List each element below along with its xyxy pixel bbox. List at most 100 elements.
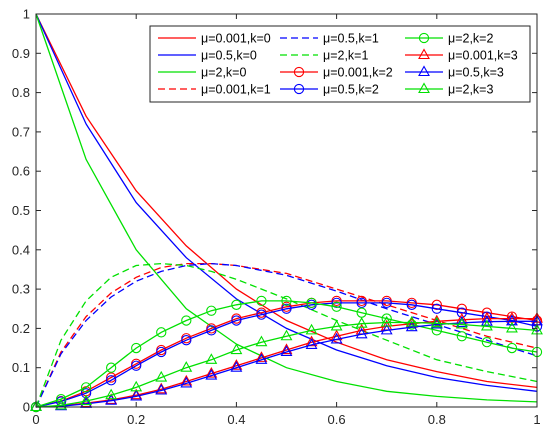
legend-item: μ=0.5,k=0 (158, 49, 257, 63)
data-point-triangle (255, 353, 268, 364)
series-line (35, 13, 538, 392)
data-point-circle (206, 325, 217, 336)
y-tick-label: 0.3 (12, 282, 30, 297)
data-point-triangle (130, 388, 143, 400)
data-point-triangle (480, 319, 493, 331)
x-tick-label: 0.8 (428, 412, 446, 427)
data-point-triangle (105, 388, 118, 400)
legend-label: μ=2,k=2 (448, 32, 493, 46)
data-point-circle (356, 297, 367, 309)
y-tick-label: 0.7 (12, 124, 30, 139)
data-point-triangle (506, 321, 518, 333)
data-point-circle (456, 331, 467, 342)
data-point-triangle (155, 370, 168, 382)
legend-label: μ=0.5,k=2 (323, 83, 379, 97)
y-tick-label: 0.6 (12, 164, 30, 179)
data-point-triangle (155, 382, 168, 394)
y-tick-label: 0.8 (12, 85, 30, 100)
legend-item: μ=0.001,k=0 (158, 32, 271, 46)
data-point-triangle (230, 359, 243, 370)
data-point-triangle (480, 315, 493, 326)
data-point-circle (156, 327, 167, 338)
y-tick-label: 0 (23, 400, 30, 415)
data-point-triangle (155, 383, 168, 395)
y-tick-label: 0.4 (12, 242, 30, 257)
series-line (35, 300, 538, 408)
data-point-circle (281, 303, 292, 314)
legend-swatch-circle (418, 32, 430, 44)
data-point-triangle (305, 338, 318, 349)
data-point-circle (231, 299, 242, 310)
series-line (35, 320, 537, 408)
legend-label: μ=0.5,k=0 (201, 49, 257, 63)
series-1 (35, 13, 538, 392)
data-point-triangle (430, 316, 443, 328)
legend-swatch-triangle (418, 65, 430, 77)
data-point-circle (80, 382, 92, 393)
data-point-circle (281, 295, 292, 307)
data-point-triangle (130, 380, 143, 392)
series-line (35, 317, 537, 408)
legend-label: μ=2,k=0 (201, 66, 246, 80)
legend-label: μ=0.001,k=1 (201, 83, 271, 97)
y-tick-label: 1 (23, 7, 30, 22)
series-2 (35, 13, 538, 403)
data-point-triangle (355, 327, 368, 339)
data-point-triangle (205, 353, 218, 364)
data-point-triangle (380, 323, 393, 335)
data-point-triangle (305, 323, 318, 335)
data-point-triangle (305, 335, 318, 347)
legend-item: μ=0.5,k=1 (280, 32, 379, 46)
legend-label: μ=0.001,k=2 (323, 66, 393, 80)
data-point-circle (481, 337, 493, 348)
series-0 (35, 13, 538, 389)
data-point-circle (331, 301, 342, 312)
data-point-triangle (280, 345, 293, 357)
legend-item: μ=2,k=2 (405, 32, 493, 46)
series-line (35, 262, 538, 408)
data-point-triangle (455, 317, 468, 329)
data-point-triangle (30, 400, 42, 412)
y-tick-label: 0.5 (12, 203, 30, 218)
legend-item: μ=0.5,k=3 (405, 65, 504, 80)
legend-item: μ=0.001,k=1 (158, 83, 271, 97)
data-point-triangle (55, 398, 67, 410)
legend: μ=0.001,k=0 μ=0.5,k=0 μ=2,k=0 μ=0.001,k=1 μ=… (149, 25, 531, 103)
data-point-circle (381, 313, 392, 324)
data-point-circle (131, 360, 142, 371)
series-line (35, 13, 538, 403)
data-point-circle (231, 315, 242, 326)
data-point-triangle (180, 376, 193, 388)
legend-swatch-triangle (418, 48, 430, 60)
series-line (35, 302, 538, 408)
data-point-circle (306, 297, 317, 309)
data-point-triangle (230, 343, 243, 355)
data-point-triangle (105, 394, 118, 405)
legend-item: μ=0.001,k=2 (280, 66, 393, 80)
data-point-circle (181, 335, 192, 346)
data-point-triangle (330, 332, 343, 344)
data-point-triangle (355, 317, 368, 328)
x-tick-label: 0.2 (127, 412, 145, 427)
data-point-triangle (205, 368, 218, 380)
legend-label: μ=0.5,k=3 (448, 66, 504, 80)
data-point-triangle (180, 361, 193, 372)
data-point-triangle (130, 389, 143, 401)
data-point-circle (131, 342, 142, 354)
data-point-triangle (205, 366, 218, 378)
legend-item: μ=0.5,k=2 (280, 83, 379, 97)
y-tick-label: 0.2 (12, 321, 30, 336)
series-line (35, 321, 538, 408)
x-tick-label: 0 (32, 412, 39, 427)
y-tick-label: 0.1 (12, 360, 30, 375)
data-point-triangle (380, 315, 393, 327)
data-point-triangle (280, 343, 293, 355)
legend-swatch-circle (293, 83, 305, 95)
series-line (35, 262, 538, 408)
data-point-circle (256, 309, 267, 320)
data-point-circle (256, 295, 267, 307)
data-point-circle (181, 315, 192, 326)
legend-label: μ=2,k=1 (323, 49, 368, 63)
data-point-triangle (255, 351, 268, 362)
